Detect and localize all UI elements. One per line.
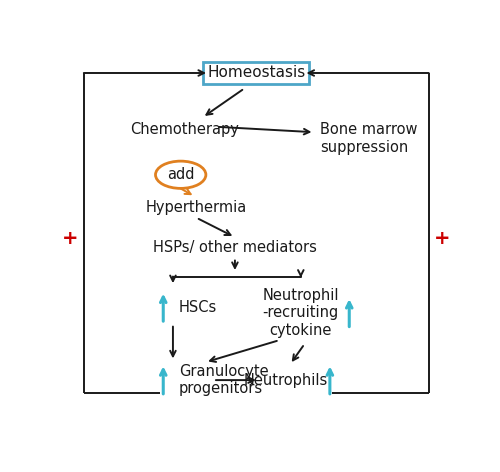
Text: HSCs: HSCs [179, 300, 217, 315]
Text: Homeostasis: Homeostasis [207, 66, 306, 81]
Text: Neutrophil
-recruiting
cytokine: Neutrophil -recruiting cytokine [262, 288, 339, 338]
Text: HSPs/ other mediators: HSPs/ other mediators [153, 240, 317, 255]
Text: Chemotherapy: Chemotherapy [130, 122, 239, 137]
Text: Bone marrow
suppression: Bone marrow suppression [320, 122, 418, 155]
Text: add: add [167, 167, 194, 182]
Text: Hyperthermia: Hyperthermia [146, 200, 247, 215]
Text: +: + [62, 229, 78, 248]
Text: +: + [434, 229, 450, 248]
Text: Granulocyte
progenitors: Granulocyte progenitors [179, 364, 268, 396]
Text: Neutrophils: Neutrophils [243, 372, 328, 388]
